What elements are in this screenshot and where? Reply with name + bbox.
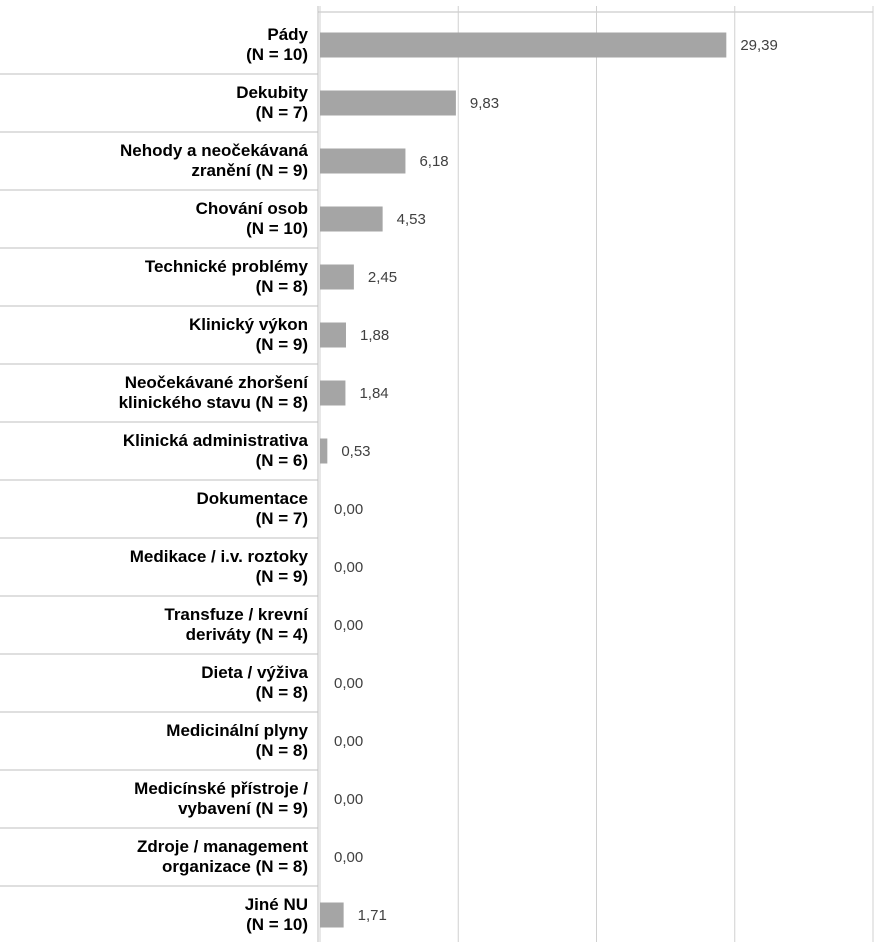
bar: [320, 902, 344, 928]
bar: [320, 32, 727, 58]
category-label: Nehody a neočekávaná zranění (N = 9): [119, 141, 308, 180]
value-label: 0,00: [334, 501, 363, 518]
value-label: 9,83: [470, 95, 499, 112]
value-label: 2,45: [368, 269, 397, 286]
value-label: 0,00: [334, 733, 363, 750]
bar: [320, 438, 328, 464]
value-label: 29,39: [740, 37, 778, 54]
bar: [320, 148, 406, 174]
bar: [320, 322, 346, 348]
category-label: Medicínské přístroje / vybavení (N = 9): [134, 779, 308, 818]
bar: [320, 90, 456, 116]
category-label: Klinická administrativa (N = 6): [122, 431, 308, 470]
value-label: 1,84: [359, 385, 388, 402]
value-label: 6,18: [419, 153, 448, 170]
value-label: 1,88: [360, 327, 389, 344]
value-label: 0,00: [334, 559, 363, 576]
value-label: 4,53: [397, 211, 426, 228]
category-label: Dieta / výživa (N = 8): [201, 663, 308, 702]
value-label: 0,00: [334, 849, 363, 866]
category-label: Jiné NU (N = 10): [244, 895, 308, 934]
bar: [320, 264, 354, 290]
bar: [320, 380, 346, 406]
category-label: Dekubity (N = 7): [236, 83, 308, 122]
category-label: Medikace / i.v. roztoky (N = 9): [129, 547, 308, 586]
category-label: Pády (N = 10): [246, 25, 308, 64]
value-label: 0,00: [334, 791, 363, 808]
category-label: Dokumentace (N = 7): [196, 489, 308, 528]
value-label: 0,00: [334, 675, 363, 692]
category-label: Chování osob (N = 10): [195, 199, 308, 238]
category-label: Transfuze / krevní deriváty (N = 4): [164, 605, 308, 644]
category-label: Medicinální plyny (N = 8): [166, 721, 308, 760]
value-label: 0,53: [341, 443, 370, 460]
category-label: Technické problémy (N = 8): [144, 257, 308, 296]
category-label: Klinický výkon (N = 9): [188, 315, 308, 354]
category-label: Zdroje / management organizace (N = 8): [137, 837, 308, 876]
bar: [320, 206, 383, 232]
value-label: 0,00: [334, 617, 363, 634]
value-label: 1,71: [358, 907, 387, 924]
category-label: Neočekávané zhoršení klinického stavu (N…: [118, 373, 308, 412]
